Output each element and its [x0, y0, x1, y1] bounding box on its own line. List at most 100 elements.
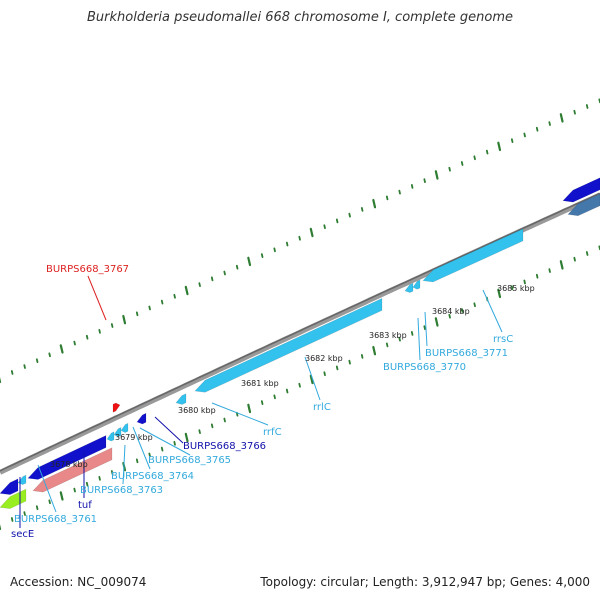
minor-tick [110, 323, 114, 328]
major-tick [184, 432, 189, 443]
minor-tick [535, 273, 539, 279]
gene-label[interactable]: secE [11, 529, 34, 540]
gene-arrow[interactable] [17, 474, 27, 485]
gene-features[interactable] [0, 177, 600, 509]
map-title: Burkholderia pseudomallei 668 chromosome… [86, 10, 514, 25]
minor-tick [585, 104, 589, 109]
minor-tick [198, 282, 201, 288]
label-leader-lines [19, 275, 503, 528]
minor-tick [298, 382, 301, 388]
tick-marks [0, 98, 600, 531]
minor-tick [35, 505, 39, 511]
gene-arrow[interactable] [412, 279, 421, 290]
major-tick [372, 198, 377, 209]
gene-label[interactable]: rrlC [313, 402, 331, 413]
minor-tick [523, 279, 526, 285]
minor-tick [473, 302, 476, 308]
gene-label[interactable]: tuf [78, 500, 92, 511]
minor-tick [160, 446, 164, 452]
minor-tick [110, 470, 114, 475]
gene-arrow[interactable] [175, 393, 187, 405]
gene-arrow[interactable] [0, 478, 19, 495]
gene-label[interactable]: BURPS668_3765 [148, 455, 231, 466]
gene-label[interactable]: rrfC [263, 427, 282, 438]
label-leader-line [417, 317, 421, 361]
minor-tick [10, 370, 14, 375]
gene-arrow[interactable] [404, 282, 414, 293]
gene-label[interactable]: BURPS668_3764 [111, 471, 194, 482]
gene-arrow[interactable] [27, 435, 107, 480]
minor-tick [210, 423, 214, 429]
gene-arrow[interactable] [32, 447, 113, 493]
minor-tick [273, 394, 276, 400]
gene-labels[interactable]: BURPS668_3767 rrfC BURPS668_3766 BURPS668_3… [11, 264, 513, 540]
gene-arrow[interactable] [106, 431, 115, 442]
minor-tick [260, 253, 264, 258]
label-leader-line [154, 416, 184, 444]
minor-tick [298, 235, 301, 241]
minor-tick [160, 299, 164, 305]
minor-tick [23, 364, 26, 369]
minor-tick [285, 388, 289, 394]
label-leader-line [122, 444, 126, 485]
minor-tick [448, 166, 451, 172]
gene-label[interactable]: BURPS668_3770 [383, 362, 466, 373]
gene-arrow[interactable] [120, 422, 129, 433]
minor-tick [173, 293, 176, 299]
scale-label: 3685 kbp [497, 284, 535, 293]
minor-tick [223, 417, 226, 423]
gene-label[interactable]: BURPS668_3766 [183, 441, 266, 452]
minor-tick [260, 400, 264, 405]
gene-arrow[interactable] [136, 412, 147, 425]
minor-tick [585, 251, 589, 256]
gene-label[interactable]: BURPS668_3771 [425, 348, 508, 359]
minor-tick [85, 334, 89, 340]
minor-tick [23, 511, 26, 516]
major-tick [559, 260, 564, 270]
minor-tick [548, 121, 551, 126]
minor-tick [135, 311, 139, 317]
gene-arrow[interactable] [113, 427, 122, 438]
minor-tick [573, 256, 576, 262]
minor-tick [73, 487, 76, 493]
major-tick [559, 113, 564, 123]
gene-arrow[interactable] [112, 402, 121, 413]
label-leader-line [482, 289, 503, 333]
gene-arrow[interactable] [567, 193, 600, 217]
minor-tick [35, 358, 39, 364]
gene-arrow[interactable] [562, 177, 600, 203]
label-leader-line [132, 426, 151, 470]
major-tick [434, 170, 439, 180]
minor-tick [510, 285, 514, 291]
minor-tick [285, 241, 289, 247]
minor-tick [348, 212, 351, 218]
gene-label[interactable]: BURPS668_3761 [14, 514, 97, 525]
label-leader-line [87, 275, 107, 321]
gene-label[interactable]: rrsC [493, 334, 513, 345]
label-leader-line [37, 464, 57, 513]
minor-tick [573, 109, 576, 115]
major-tick [309, 374, 314, 385]
minor-tick [385, 195, 389, 201]
scale-label: 3679 kbp [115, 433, 153, 442]
major-tick [59, 491, 64, 501]
label-leader-line [424, 311, 428, 347]
minor-tick [348, 359, 351, 365]
gene-label[interactable]: BURPS668_3763 [80, 485, 163, 496]
major-tick [247, 403, 252, 414]
minor-tick [48, 352, 51, 358]
minor-tick [360, 354, 364, 359]
scale-labels: 3678 kbp 3679 kbp 3680 kbp 3681 kbp 3682 kbp… [50, 284, 535, 469]
gene-arrow[interactable] [194, 297, 383, 393]
major-tick [247, 256, 252, 267]
minor-tick [410, 331, 414, 336]
minor-tick [423, 325, 426, 331]
gene-label[interactable]: BURPS668_3767 [46, 264, 129, 275]
minor-tick [173, 440, 176, 446]
minor-tick [198, 429, 201, 435]
major-tick [434, 317, 439, 327]
label-leader-line [211, 402, 269, 426]
scale-label: 3678 kbp [50, 460, 88, 469]
gene-arrow[interactable] [422, 228, 524, 283]
